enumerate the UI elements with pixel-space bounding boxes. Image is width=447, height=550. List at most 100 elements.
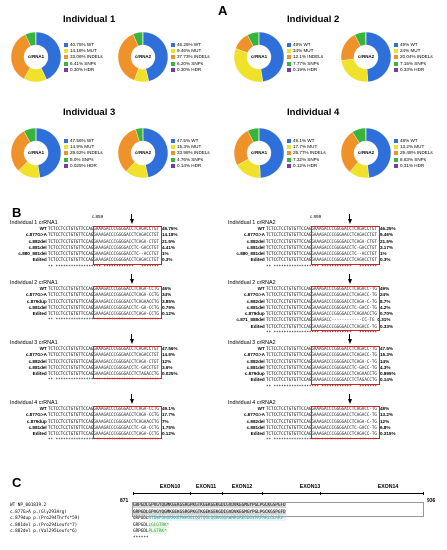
variant-percentage: 0.33% [379,323,393,329]
alignment-row: c.877G>A TCTCCTCCTGTGTTCCAGGAAAGACCCGGGA… [228,352,396,358]
legend-text: 14.18% MUT [70,48,97,54]
legend-swatch [287,61,291,66]
conservation-stars: ** ****************** ************ *****… [228,264,396,270]
legend-text: 34% MUT [293,48,314,54]
cut-site-arrow [131,394,133,399]
variant-label: c.882del [246,298,266,304]
donut-slice-hdr [365,31,367,46]
legend-item-indels: 25.77% INDELs [287,150,326,156]
legend-swatch [64,67,68,72]
legend-text: 0.31% HDR [400,162,425,168]
sequence-boxed: GAAAGACCCGGGAACCTCAGACC-TG [311,412,377,418]
exon-label: EXON13 [299,484,321,490]
downstream-residues: LGLGTRK* [148,522,170,528]
variant-percentage: 3.17% [379,244,393,250]
donut-chart [233,127,285,179]
legend-text: 6.41% SNPs [70,60,97,66]
legend-swatch [394,145,398,150]
alignment-row: c.877G>A TCTCCTCCTGTGTTCCAGGAAAGACCCGGGA… [10,352,178,358]
legend-item-hdr: 0.19% HDR [287,67,323,73]
alignment-title: Individual 4 crRNA1 [10,400,58,406]
legend-text: 49.1% WT [293,138,315,143]
sequence-boxed: GAAAGACCCGGGGACCTCAGAACCTG [311,371,377,377]
variant-label: c.882del [28,358,48,364]
alignment-row: WT TCTCCTCCTGTGTTCCAGGAAAGACCCGGGGACCTCA… [10,346,178,352]
sequence-boxed: GAAAGACCCGGGGACCTC-GA-CCTG [93,424,159,430]
alignment-title: Individual 2 crRNA2 [228,280,276,286]
variant-label: c.879dup [26,418,48,424]
arrow-head-icon [347,279,352,284]
variant-label: c.871_888del [236,317,266,323]
legend-text: 15.3% MUT [177,144,202,150]
sequence-left: TCTCCTCCTGTGTTCCAG [48,412,94,418]
alignment-row: c.881del TCTCCTCCTGTGTTCCAGGAAAGACCCGGGG… [228,425,396,431]
sequence-left: TCTCCTCCTGTGTTCCAG [266,226,312,231]
sequence-left: TCTCCTCCTGTGTTCCAG [48,244,94,250]
alignment-row: c.877G>A TCTCCTCCTGTGTTCCAGGAAAGACCCGGGA… [228,412,396,418]
sequence-boxed: GAAAGACC------------CC-TG [311,317,375,323]
sequence-boxed: GAAAGACCCGGGGACCTC-GACCTGT [311,244,377,250]
sequence-boxed: GAAAGACCCGGGGACCTCAGACC-TG [311,323,377,329]
donut-slice-wt [35,127,62,178]
alignment-rows: WT TCTCCTCCTGTGTTCCAGGAAAGACCCGGGGACCTCA… [228,346,396,390]
alignment-title: Individual 1 crRNA1 [10,220,58,226]
legend-swatch [287,43,291,48]
alignment-row: WT TCTCCTCCTGTGTTCCAGGAAAGACCCGGGGACCTCA… [228,286,393,292]
alignment-row: WT TCTCCTCCTGTGTTCCAGGAAAGACCCGGGGACCTCA… [10,226,178,232]
legend-text: 20.04% INDELs [400,54,433,60]
target-region-box [311,406,380,439]
sequence-left: TCTCCTCCTGTGTTCCAG [266,358,312,364]
legend-text: 0.30% HDR [70,66,95,72]
variant-percentage: 47.5% [379,346,393,351]
variant-percentage: 21.5% [379,238,393,244]
sequence-left: TCTCCTCCTGTGTTCCAG [48,251,94,257]
variant-label: WT [257,406,266,411]
donut-legend: 49% WT 24% MUT 20.04% INDELs 7.15% SNPs 0.33… [394,42,433,73]
variant-percentage: 4.2% [379,304,391,310]
protein-sequence: GRPGDLLGLGTRK* [133,522,170,530]
legend-swatch [394,55,398,60]
individual-title: Individual 1 [63,14,116,25]
legend-text: 4.76% SNPs [177,156,204,162]
sequence-boxed: GAAAGACCCGGGGACCTC-GACCTGT [93,244,159,250]
legend-swatch [287,145,291,150]
variant-label: c.877G>A [243,292,266,298]
sequence-left: TCTCCTCCTGTGTTCCAG [48,298,94,304]
variant-label: c.881del [246,244,266,250]
donut-slice-wt [365,31,392,83]
individual-title: Individual 4 [287,107,340,118]
alignment-row: c.882del TCTCCTCCTGTGTTCCAGGAAAGACCCGGGG… [228,299,393,305]
legend-swatch [64,163,68,168]
sequence-boxed: GAAAGACCCGGGGACCTCAGACC-TG [311,406,377,411]
alignment-row: c.879dup TCTCCTCCTGTGTTCCAGGAAAGACCCGGGG… [10,419,175,425]
donut-chart [10,31,62,83]
donut-chart [117,127,169,179]
sequence-left: TCTCCTCCTGTGTTCCAG [266,298,312,304]
alignment-row: c.881del TCTCCTCCTGTGTTCCAGGAAAGACCCGGGG… [10,305,175,311]
downstream-residues: PLGTRK* [148,529,167,535]
legend-swatch [394,157,398,162]
variant-label: c.877G>A [243,352,266,358]
legend-text: 7.32% SNPs [293,156,320,162]
alignment-row: Edited TCTCCTCCTGTGTTCCAGGAAAGACCCGGGGAC… [10,311,175,317]
legend-item-snps: 7.32% SNPs [287,157,326,163]
sequence-boxed: GAAAGACCCGGGGACCTCTAGACCTG [311,377,377,383]
donut-slice-wt [35,31,62,80]
donut-chart [340,31,392,83]
variant-label: c.881del [246,304,266,310]
sequence-left: TCTCCTCCTGTGTTCCAG [266,418,312,424]
legend-swatch [171,157,175,162]
protein-variant-label: c.882del p.(Val295Leufs*6) [10,529,78,535]
conserved-residues: GRPGDL [133,516,149,522]
alignment-row: c.880_881del TCTCCTCCTGTGTTCCAGGAAAGACCC… [10,251,178,257]
donut-chart [340,127,392,179]
legend-text: 7.15% SNPs [400,60,427,66]
variant-label: c.879dup [244,311,266,317]
sequence-left: TCTCCTCCTGTGTTCCAG [48,304,94,310]
variant-percentage: 0.3% [379,257,391,263]
legend-text: 29.48% INDELs [400,150,433,156]
sequence-left: TCTCCTCCTGTGTTCCAG [266,406,312,411]
donut-center-label: crRNA1 [27,150,45,155]
sequence-boxed: GAAAGACCCGGGGACCTCAGA-CCTG [93,431,159,437]
cut-site-arrow [349,334,351,339]
